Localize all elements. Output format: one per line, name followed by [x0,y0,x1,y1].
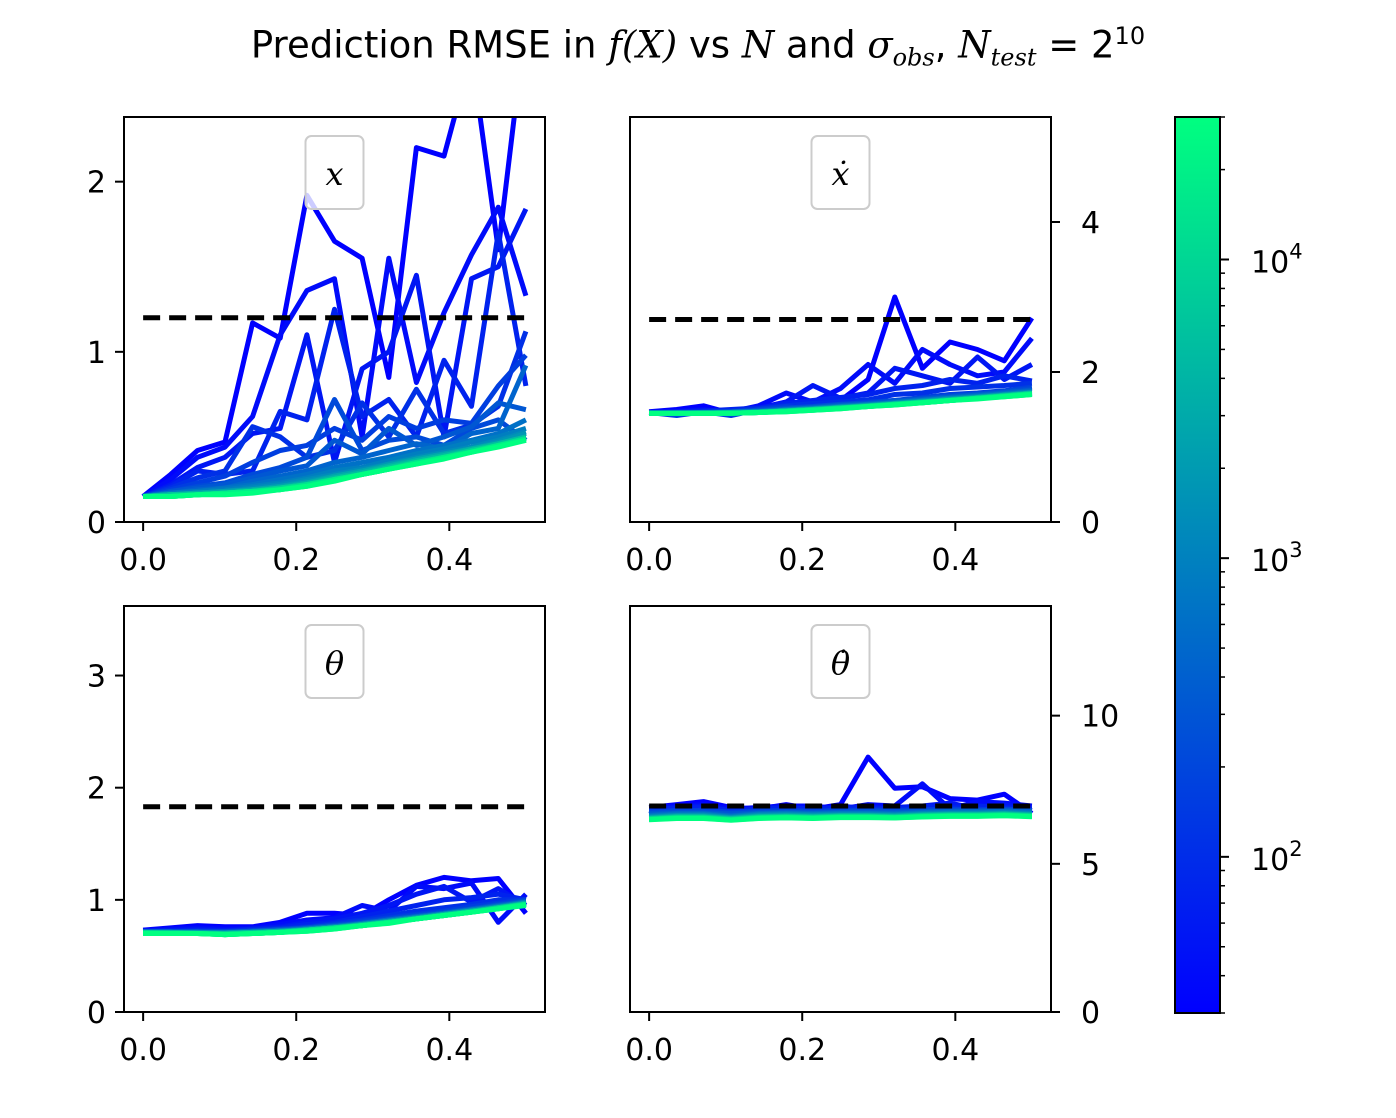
legend-box [810,624,871,699]
chart-title: Prediction RMSE in f(X) vs N and σobs, N… [0,22,1396,72]
series-lines [648,754,1034,823]
series-line-n30000 [649,392,1033,416]
legend-label: θ̇ [831,644,850,682]
title-sigma: σ [867,23,893,67]
legend-box [810,135,871,210]
y-tick-label: 5 [1081,848,1100,883]
x-tick-label: 0.0 [119,543,167,578]
series-line-n75 [142,230,529,499]
y-tick-label: 1 [87,884,106,919]
title-eq: = 2 [1036,23,1115,67]
x-tick-label: 0.2 [778,1033,826,1068]
title-comma: , [934,23,959,67]
title-prefix: Prediction RMSE in [250,23,609,67]
title-sigma-sub: obs [892,43,935,72]
colorbar-tick-label: 103 [1251,538,1303,579]
x-tick-label: 0.4 [931,1033,979,1068]
title-vs: vs [677,23,742,67]
series-lines [142,874,528,938]
subplot-1: 0.0 0.2 0.4 0 1 2 x [87,116,546,578]
title-n: N [741,23,775,67]
y-tick-label: 0 [1081,996,1100,1031]
axes-frame [123,116,546,523]
series-line-n30000 [143,437,527,499]
x-tick-label: 0.4 [425,543,473,578]
legend-label: ẋ [831,155,849,193]
x-tick-label: 0.2 [272,543,320,578]
legend-label: θ [325,644,344,682]
series-lines [648,294,1035,418]
y-tick-label: 4 [1081,206,1100,241]
title-exp: 10 [1114,22,1146,50]
series-line-n40 [141,204,529,499]
y-tick-label: 1 [87,336,106,371]
y-tick-label: 0 [87,996,106,1031]
x-tick-label: 0.0 [625,1033,673,1068]
subplot-4: 0.0 0.2 0.4 0 5 10 θ̇ [625,605,1119,1068]
series-line-n160 [142,353,528,499]
colorbar-gradient [1175,117,1220,1013]
y-tick-label: 2 [87,772,106,807]
x-tick-label: 0.2 [778,543,826,578]
colorbar: 102 103 104 [1174,116,1303,1014]
title-ntest-sub: test [990,43,1037,72]
title-fx: f(X) [608,23,678,67]
y-tick-label: 3 [87,660,106,695]
x-tick-label: 0.0 [119,1033,167,1068]
series-line-n30 [141,117,517,499]
y-tick-label: 2 [1081,356,1100,391]
title-and: and [774,23,868,67]
axes-frame [629,605,1052,1013]
x-tick-label: 0.0 [625,543,673,578]
subplot-grid: 0.0 0.2 0.4 0 1 2 x 0.0 0.2 0.4 0 2 4 ẋ 0.0 0.2 0.4 0 1 2 3 θ… [87,116,1119,1068]
series-line-n30000 [648,813,1032,823]
y-tick-label: 10 [1081,700,1119,735]
colorbar-tick-label: 102 [1251,837,1303,878]
y-tick-label: 0 [1081,506,1100,541]
x-tick-label: 0.2 [272,1033,320,1068]
x-tick-label: 0.4 [931,543,979,578]
colorbar-frame [1174,116,1221,1014]
series-line-n30000 [143,903,527,938]
y-tick-label: 2 [87,166,106,201]
legend-box [304,624,365,699]
colorbar-tick-label: 104 [1251,240,1303,281]
subplot-2: 0.0 0.2 0.4 0 2 4 ẋ [625,116,1100,578]
legend-box [304,135,365,210]
x-tick-label: 0.4 [425,1033,473,1068]
axes-frame [123,605,546,1013]
series-lines [141,117,529,499]
y-tick-label: 0 [87,506,106,541]
axes-frame [629,116,1052,523]
subplot-3: 0.0 0.2 0.4 0 1 2 3 θ [87,605,546,1068]
title-ntest: N [958,23,991,67]
legend-label: x [325,155,343,193]
